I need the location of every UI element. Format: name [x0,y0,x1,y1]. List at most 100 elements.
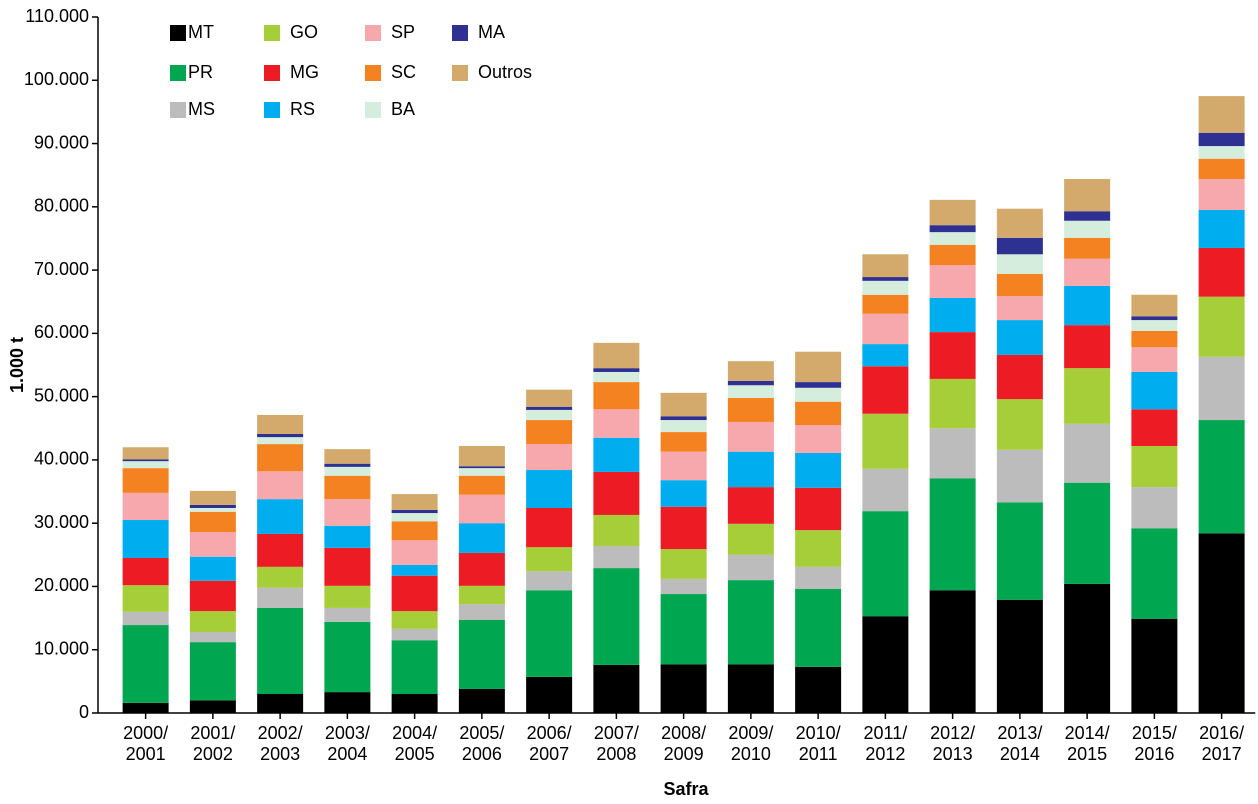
bar-segment [458,523,505,553]
bar-segment [189,700,236,713]
bar-segment [257,587,304,608]
bar-segment [996,502,1043,600]
bar-segment [189,611,236,633]
bar-segment [996,320,1043,355]
bar-segment [593,409,640,438]
bar-segment [1198,146,1245,159]
bar-segment [593,437,640,472]
bar-segment [257,437,304,445]
x-tick-label: 2012/ 2013 [930,723,976,764]
bar-segment [660,594,707,665]
bar-segment [996,296,1043,321]
bar-segment [122,492,169,521]
x-tick-label: 2008/ 2009 [661,723,707,764]
bar-segment [996,208,1043,238]
bar-segment [1198,296,1245,357]
bar-segment [727,380,774,386]
bar-segment [122,447,169,460]
bar-segment [1064,325,1111,369]
bar-segment [1131,371,1178,410]
bar-segment [1064,211,1111,221]
bar-segment [1198,533,1245,713]
x-tick-label: 2000/ 2001 [123,723,169,764]
bar-segment [795,382,842,388]
bar-segment [257,444,304,472]
bar-segment [391,540,438,565]
bar-segment [795,401,842,426]
legend-label: SP [391,22,415,42]
bar-segment [1064,220,1111,238]
legend-label: BA [391,99,415,119]
x-tick-label: 2013/ 2014 [997,723,1043,764]
y-tick-label: 20.000 [34,575,89,595]
bar-segment [727,421,774,452]
bar-segment [324,449,371,464]
bar-segment [458,466,505,469]
x-tick-label: 2009/ 2010 [728,723,774,764]
bar-segment [122,461,169,469]
legend-swatch [452,25,468,41]
bar-segment [458,445,505,467]
bar-segment [593,371,640,383]
bar-segment [526,507,573,548]
legend-label: SC [391,62,416,82]
bar-segment [1064,368,1111,424]
bar-segment [996,599,1043,713]
bar-segment [727,487,774,524]
y-tick-label: 110.000 [25,6,89,26]
bar-segment [862,344,909,367]
legend-swatch [264,25,280,41]
y-tick-label: 40.000 [34,449,89,469]
bar-segment [929,232,976,245]
bar-segment [1064,285,1111,326]
bar-segment [727,523,774,555]
bar-segment [1198,209,1245,248]
bar-segment [1131,316,1178,321]
bar-segment [795,387,842,402]
legend-label: MA [478,22,505,42]
bar-segment [324,621,371,693]
legend-swatch [365,102,381,118]
bar-segment [324,692,371,713]
bar-segment [1131,445,1178,488]
bar-segment [862,277,909,281]
legend-label: MG [290,62,319,82]
bar-segment [526,571,573,591]
y-tick-label: 80.000 [34,196,89,216]
y-tick-label: 100.000 [24,69,89,89]
bar-segment [257,566,304,588]
bar-segment [526,409,573,421]
legend-swatch [365,65,381,81]
x-tick-label: 2010/ 2011 [795,723,841,764]
y-tick-label: 0 [79,702,89,722]
bar-segment [795,666,842,713]
bar-segment [189,504,236,508]
legend-label: MS [188,99,215,119]
bar-segment [862,254,909,278]
x-tick-label: 2007/ 2008 [593,723,639,764]
bar-segment [189,580,236,612]
bar-segment [1064,482,1111,584]
bar-segment [727,361,774,381]
bar-segment [391,575,438,612]
bar-segment [391,694,438,713]
bar-segment [862,280,909,295]
legend-swatch [264,65,280,81]
bar-segment [189,490,236,505]
bar-segment [458,604,505,620]
x-tick-label: 2004/ 2005 [392,723,438,764]
bar-segment [257,433,304,438]
bar-segment [1064,423,1111,483]
bar-segment [929,244,976,266]
bar-segment [660,480,707,507]
bar-segment [727,664,774,713]
bar-segment [257,414,304,434]
bar-segment [458,468,505,476]
bar-segment [996,273,1043,297]
x-tick-label: 2015/ 2016 [1131,723,1177,764]
bar-segment [458,688,505,713]
bar-segment [391,521,438,541]
bar-segment [391,628,438,641]
